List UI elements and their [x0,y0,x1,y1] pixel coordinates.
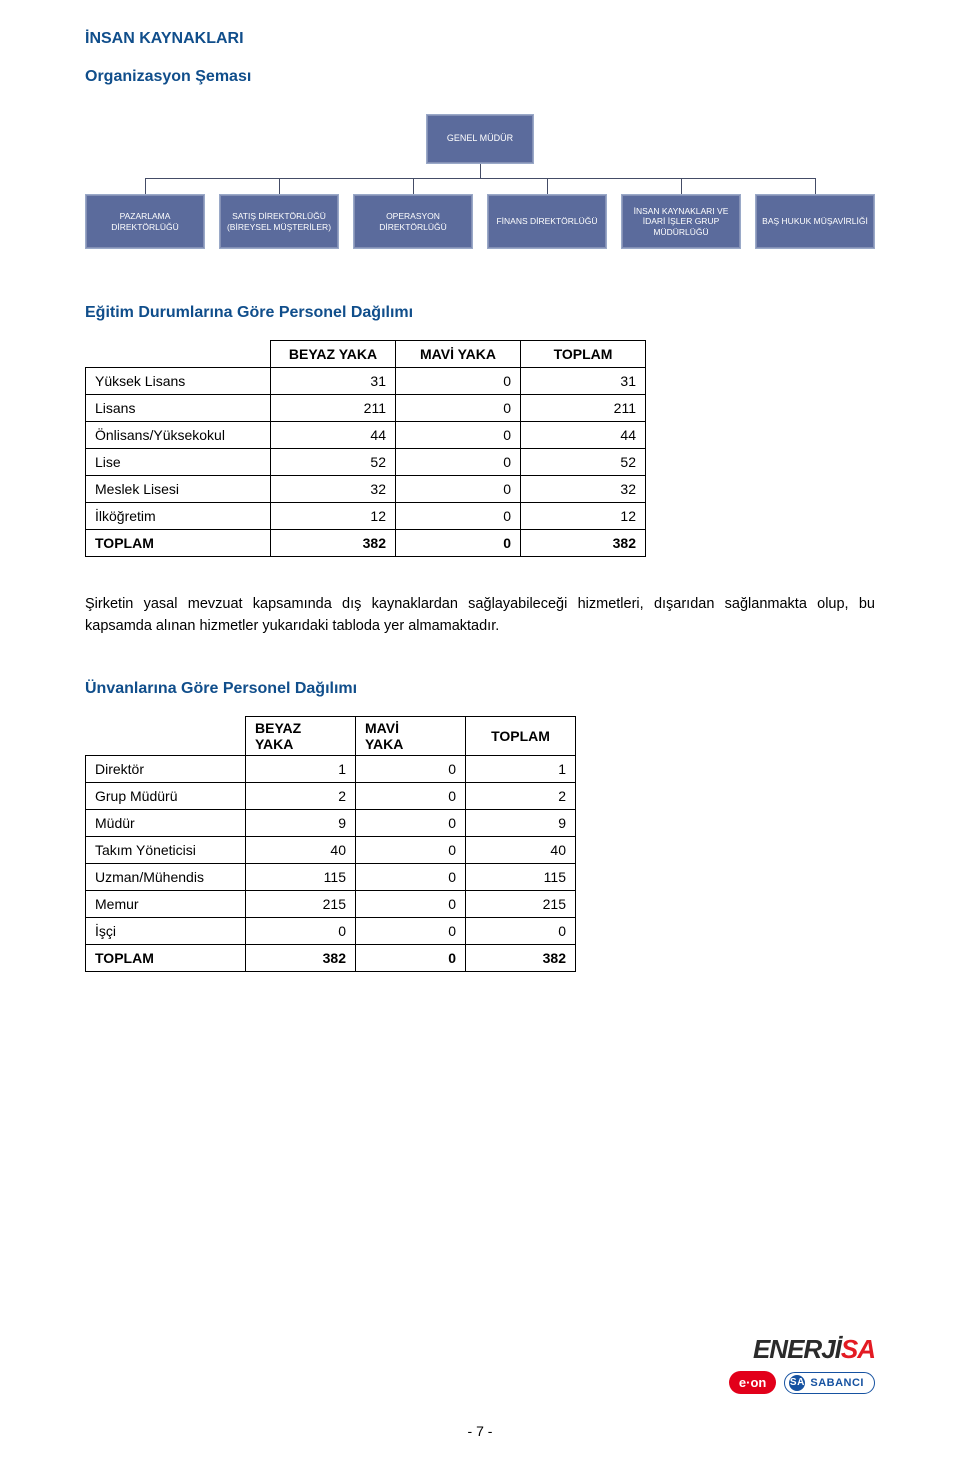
section-title-titles: Ünvanlarına Göre Personel Dağılımı [85,680,875,698]
table-header: TOPLAM [466,716,576,755]
org-node-child: BAŞ HUKUK MÜŞAVİRLİĞİ [755,194,875,249]
table-row: İşçi 0 0 0 [86,918,576,945]
page-footer: - 7 - [0,1423,960,1439]
table-row: Lise 52 0 52 [86,449,646,476]
table-row: Takım Yöneticisi 40 0 40 [86,837,576,864]
table-header: TOPLAM [521,341,646,368]
education-table: BEYAZ YAKA MAVİ YAKA TOPLAM Yüksek Lisan… [85,340,646,557]
org-node-child: İNSAN KAYNAKLARI VE İDARİ İŞLER GRUP MÜD… [621,194,741,249]
table-row: Meslek Lisesi 32 0 32 [86,476,646,503]
table-total-row: TOPLAM 382 0 382 [86,530,646,557]
titles-table: BEYAZ YAKA MAVİ YAKA TOPLAM Direktör 1 0… [85,716,576,972]
energisa-logo: ENERJİSA [729,1334,875,1365]
table-header: MAVİ YAKA [356,716,466,755]
section-title-education: Eğitim Durumlarına Göre Personel Dağılım… [85,304,875,322]
table-row: İlköğretim 12 0 12 [86,503,646,530]
org-chart: GENEL MÜDÜR PAZARLAMA DİREKTÖRLÜĞÜ SATIŞ… [85,114,875,249]
table-header: BEYAZ YAKA [246,716,356,755]
org-node-child: FİNANS DİREKTÖRLÜĞÜ [487,194,607,249]
table-row: Grup Müdürü 2 0 2 [86,783,576,810]
table-row: Memur 215 0 215 [86,891,576,918]
table-corner [86,341,271,368]
table-total-row: TOPLAM 382 0 382 [86,945,576,972]
org-node-child: SATIŞ DİREKTÖRLÜĞÜ (BİREYSEL MÜŞTERİLER) [219,194,339,249]
page-subtitle: Organizasyon Şeması [85,68,875,86]
sabanci-icon: SA [789,1375,805,1391]
table-corner [86,716,246,755]
table-header: MAVİ YAKA [396,341,521,368]
table-row: Lisans 211 0 211 [86,395,646,422]
org-connector [480,164,481,178]
table-header: BEYAZ YAKA [271,341,396,368]
table-row: Müdür 9 0 9 [86,810,576,837]
org-rake [85,178,875,194]
page-title: İNSAN KAYNAKLARI [85,30,875,48]
sabanci-logo: SA SABANCI [784,1372,875,1394]
logo-area: ENERJİSA e·on SA SABANCI [729,1334,875,1394]
org-node-top: GENEL MÜDÜR [426,114,534,164]
org-node-child: OPERASYON DİREKTÖRLÜĞÜ [353,194,473,249]
table-row: Önlisans/Yüksekokul 44 0 44 [86,422,646,449]
table-row: Yüksek Lisans 31 0 31 [86,368,646,395]
table-row: Uzman/Mühendis 115 0 115 [86,864,576,891]
table-row: Direktör 1 0 1 [86,756,576,783]
org-node-child: PAZARLAMA DİREKTÖRLÜĞÜ [85,194,205,249]
body-paragraph: Şirketin yasal mevzuat kapsamında dış ka… [85,593,875,638]
eon-logo: e·on [729,1371,776,1394]
